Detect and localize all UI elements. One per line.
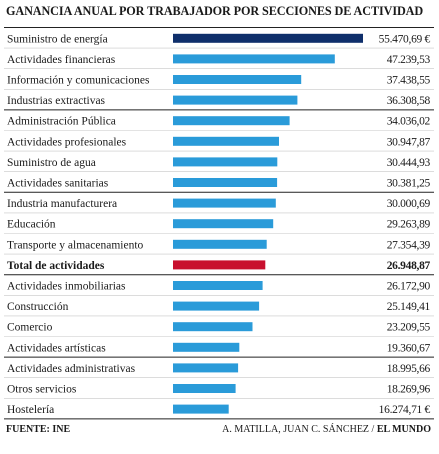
credit-paper: EL MUNDO: [376, 424, 431, 435]
bar-actividades-profesionales: [173, 136, 279, 146]
value-label: 19.360,67: [387, 342, 431, 354]
category-label: Transporte y almacenamiento: [7, 239, 144, 251]
bar-industrias-extractivas: [173, 95, 298, 105]
category-label: Total de actividades: [7, 260, 105, 272]
value-label: 30.381,25: [387, 178, 431, 190]
value-label: 36.308,58: [387, 95, 431, 107]
value-label: 16.274,71 €: [379, 404, 431, 416]
value-label: 30.444,93: [387, 157, 431, 169]
category-label: Hostelería: [7, 404, 54, 416]
value-label: 29.263,89: [387, 219, 431, 231]
category-label: Industria manufacturera: [7, 198, 117, 210]
category-label: Otros servicios: [7, 384, 77, 396]
category-label: Comercio: [7, 322, 53, 334]
bar-actividades-sanitarias: [173, 178, 278, 187]
value-label: 55.470,69 €: [379, 33, 431, 45]
bar-educaci-n: [173, 219, 274, 229]
source-note: FUENTE: INE: [6, 424, 71, 435]
bar-total-de-actividades: [173, 260, 266, 270]
value-label: 27.354,39: [387, 239, 431, 251]
value-label: 30.947,87: [387, 136, 431, 148]
bar-construcci-n: [173, 301, 260, 311]
bar-industria-manufacturera: [173, 198, 276, 208]
credit-authors: A. MATILLA, JUAN C. SÁNCHEZ /: [222, 424, 377, 435]
category-label: Actividades inmobiliarias: [7, 281, 126, 293]
category-label: Industrias extractivas: [7, 95, 106, 107]
bar-transporte-y-almacenamiento: [173, 239, 267, 249]
bar-suministro-de-agua: [173, 157, 278, 167]
bar-actividades-administrativas: [173, 363, 239, 373]
category-label: Actividades financieras: [7, 54, 116, 66]
bar-hosteler-a: [173, 404, 229, 414]
category-label: Educación: [7, 219, 56, 231]
bar-otros-servicios: [173, 384, 236, 393]
value-label: 26.948,87: [387, 260, 431, 272]
chart-title: GANANCIA ANUAL POR TRABAJADOR POR SECCIO…: [6, 4, 424, 18]
category-label: Construcción: [7, 301, 69, 313]
value-label: 47.239,53: [387, 54, 431, 66]
bar-informaci-n-y-comunicaciones: [173, 75, 302, 84]
category-label: Actividades profesionales: [7, 136, 127, 148]
bar-administraci-n-p-blica: [173, 116, 290, 126]
credit-note: A. MATILLA, JUAN C. SÁNCHEZ / EL MUNDO: [222, 424, 431, 435]
bar-comercio: [173, 322, 253, 332]
category-label: Actividades sanitarias: [7, 178, 109, 190]
value-label: 23.209,55: [387, 322, 431, 334]
category-label: Actividades administrativas: [7, 363, 136, 375]
category-label: Suministro de energía: [7, 33, 108, 45]
value-label: 25.149,41: [387, 301, 431, 313]
value-label: 37.438,55: [387, 75, 431, 87]
bar-actividades-financieras: [173, 54, 335, 64]
category-label: Suministro de agua: [7, 157, 96, 169]
value-label: 18.269,96: [387, 384, 431, 396]
category-label: Administración Pública: [7, 116, 116, 128]
bar-suministro-de-energ-a: [173, 33, 363, 43]
category-label: Información y comunicaciones: [7, 75, 150, 87]
value-label: 30.000,69: [387, 198, 431, 210]
bar-actividades-art-sticas: [173, 342, 240, 352]
bar-actividades-inmobiliarias: [173, 281, 263, 290]
value-label: 18.995,66: [387, 363, 431, 375]
category-label: Actividades artísticas: [7, 342, 106, 354]
value-label: 26.172,90: [387, 281, 431, 293]
value-label: 34.036,02: [387, 116, 431, 128]
